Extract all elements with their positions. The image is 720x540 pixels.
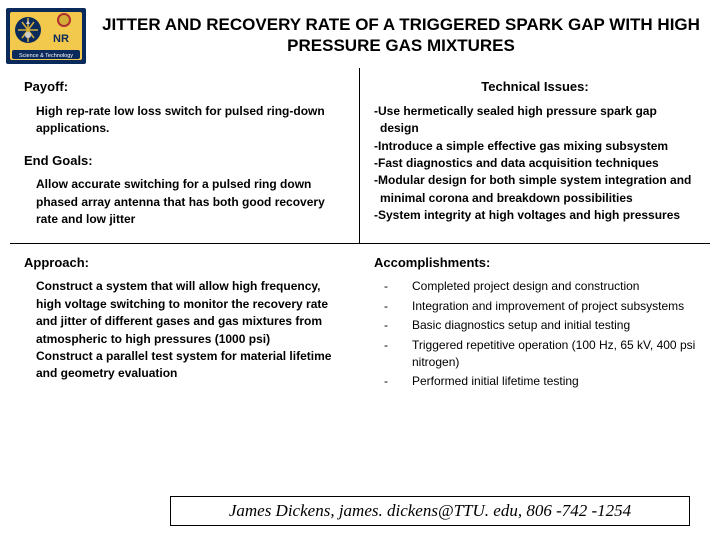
accomplishment-item: -Completed project design and constructi… <box>384 278 696 295</box>
quadrant-technical: Technical Issues: -Use hermetically seal… <box>360 68 710 244</box>
technical-item: -Modular design for both simple system i… <box>374 172 696 207</box>
quadrant-approach: Approach: Construct a system that will a… <box>10 244 360 407</box>
accomplishment-item: -Basic diagnostics setup and initial tes… <box>384 317 696 334</box>
onr-logo: NR Science & Technology <box>6 8 86 64</box>
approach-heading: Approach: <box>24 254 346 273</box>
payoff-heading: Payoff: <box>24 78 345 97</box>
accomplishment-item: -Triggered repetitive operation (100 Hz,… <box>384 337 696 372</box>
quadrant-payoff: Payoff: High rep-rate low loss switch fo… <box>10 68 360 244</box>
payoff-text: High rep-rate low loss switch for pulsed… <box>24 103 345 138</box>
endgoals-text: Allow accurate switching for a pulsed ri… <box>24 176 345 228</box>
technical-item: -Use hermetically sealed high pressure s… <box>374 103 696 138</box>
technical-item: -System integrity at high voltages and h… <box>374 207 696 224</box>
technical-item: -Introduce a simple effective gas mixing… <box>374 138 696 155</box>
technical-heading: Technical Issues: <box>374 78 696 97</box>
accomplishments-list: -Completed project design and constructi… <box>374 278 696 390</box>
endgoals-heading: End Goals: <box>24 152 345 171</box>
approach-text-1: Construct a system that will allow high … <box>24 278 346 348</box>
accomplishments-heading: Accomplishments: <box>374 254 696 273</box>
quad-grid: Payoff: High rep-rate low loss switch fo… <box>0 68 720 407</box>
technical-item: -Fast diagnostics and data acquisition t… <box>374 155 696 172</box>
header: NR Science & Technology JITTER AND RECOV… <box>0 0 720 68</box>
svg-text:NR: NR <box>53 33 69 45</box>
technical-list: -Use hermetically sealed high pressure s… <box>374 103 696 225</box>
contact-footer: James Dickens, james. dickens@TTU. edu, … <box>170 496 690 526</box>
page-title: JITTER AND RECOVERY RATE OF A TRIGGERED … <box>94 8 708 57</box>
accomplishment-item: -Performed initial lifetime testing <box>384 373 696 390</box>
accomplishment-item: -Integration and improvement of project … <box>384 298 696 315</box>
approach-text-2: Construct a parallel test system for mat… <box>24 348 346 383</box>
quadrant-accomplishments: Accomplishments: -Completed project desi… <box>360 244 710 407</box>
svg-text:Science & Technology: Science & Technology <box>19 53 73 59</box>
